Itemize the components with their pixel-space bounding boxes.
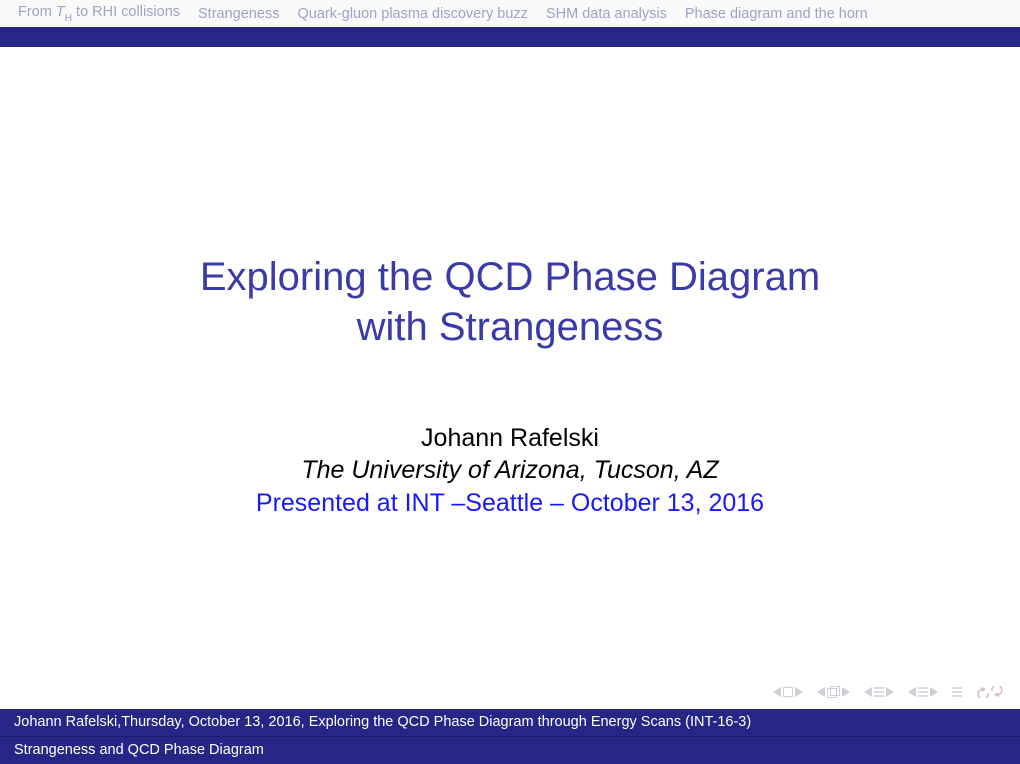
triangle-left-icon [864, 687, 872, 697]
undo-redo-icon [976, 686, 1004, 698]
nav-item-0[interactable]: From TH to RHI collisions [18, 4, 180, 23]
footline-short-title: Strangeness and QCD Phase Diagram [0, 737, 1020, 764]
slide-title: Exploring the QCD Phase Diagram with Str… [200, 252, 820, 352]
author-affiliation: The University of Arizona, Tucson, AZ [256, 454, 764, 487]
double-square-icon [827, 686, 840, 698]
slide-body: Exploring the QCD Phase Diagram with Str… [0, 47, 1020, 764]
nav-slide-group[interactable] [773, 687, 803, 697]
triangle-left-icon [908, 687, 916, 697]
triangle-right-icon [930, 687, 938, 697]
triangle-left-icon [817, 687, 825, 697]
bars-icon [952, 687, 962, 697]
header-rule [0, 27, 1020, 47]
triangle-left-icon [773, 687, 781, 697]
nav-item-1[interactable]: Strangeness [198, 6, 279, 22]
nav-doc-icon[interactable] [952, 687, 962, 697]
venue-line: Presented at INT –Seattle – October 13, … [256, 487, 764, 520]
author-name: Johann Rafelski [256, 422, 764, 455]
nav-section-group[interactable] [908, 687, 938, 697]
author-block: Johann Rafelski The University of Arizon… [256, 422, 764, 520]
nav-frame-group[interactable] [817, 686, 850, 698]
nav-item-4[interactable]: Phase diagram and the horn [685, 6, 868, 22]
title-line-1: Exploring the QCD Phase Diagram [200, 255, 820, 299]
bars-icon [874, 687, 884, 697]
title-line-2: with Strangeness [357, 305, 664, 349]
triangle-right-icon [795, 687, 803, 697]
nav-subsection-group[interactable] [864, 687, 894, 697]
triangle-right-icon [886, 687, 894, 697]
bars-icon [918, 687, 928, 697]
footline: Johann Rafelski,Thursday, October 13, 20… [0, 709, 1020, 764]
nav-item-3[interactable]: SHM data analysis [546, 6, 667, 22]
section-nav: From TH to RHI collisions Strangeness Qu… [0, 0, 1020, 27]
beamer-nav-symbols [773, 686, 1004, 698]
nav-item-2[interactable]: Quark-gluon plasma discovery buzz [297, 6, 528, 22]
triangle-right-icon [842, 687, 850, 697]
footline-author-title: Johann Rafelski,Thursday, October 13, 20… [0, 709, 1020, 737]
square-icon [783, 687, 793, 697]
nav-backforward-group[interactable] [976, 686, 1004, 698]
